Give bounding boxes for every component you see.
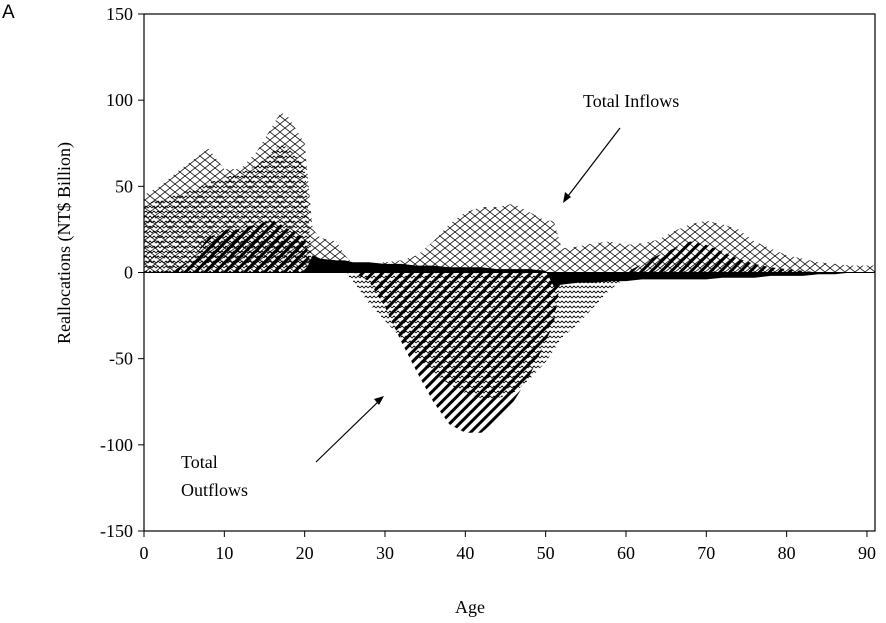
x-tick-label: 30 (376, 543, 394, 563)
annotation-arrowhead-outflows (374, 396, 384, 405)
y-tick-label: 0 (124, 263, 133, 283)
y-tick-label: 100 (106, 90, 133, 110)
area-series-2 (144, 220, 875, 433)
x-tick-label: 50 (537, 543, 555, 563)
x-axis-label: Age (455, 597, 485, 617)
annotation-total-outflows-line1: Total (181, 452, 218, 472)
y-tick-label: 50 (115, 176, 133, 196)
chart-areas (144, 112, 875, 433)
x-tick-label: 60 (617, 543, 635, 563)
annotation-arrow-inflows (564, 127, 621, 201)
y-tick-label: -150 (100, 521, 133, 541)
annotation-arrow-outflows (315, 397, 383, 463)
panel-letter: A (2, 2, 15, 23)
x-tick-label: 90 (858, 543, 876, 563)
chart-axes: 0 10 20 30 40 50 60 70 80 90 150 100 50 0 -50 -100 -150 (100, 4, 876, 563)
y-tick-label: 150 (106, 4, 133, 24)
y-tick-label: -100 (100, 435, 133, 455)
area-series-0 (144, 112, 875, 273)
annotation-total-outflows-line2: Outflows (181, 480, 248, 500)
x-tick-label: 20 (296, 543, 314, 563)
x-tick-label: 70 (697, 543, 715, 563)
x-tick-label: 80 (778, 543, 796, 563)
area-series-3 (144, 255, 875, 287)
x-tick-label: 40 (456, 543, 474, 563)
x-tick-label: 10 (215, 543, 233, 563)
y-axis-label: Reallocations (NT$ Billion) (54, 142, 75, 344)
x-tick-label: 0 (140, 543, 149, 563)
annotation-arrowhead-inflows (563, 192, 571, 203)
annotation-total-inflows: Total Inflows (583, 91, 679, 111)
y-tick-label: -50 (109, 349, 133, 369)
